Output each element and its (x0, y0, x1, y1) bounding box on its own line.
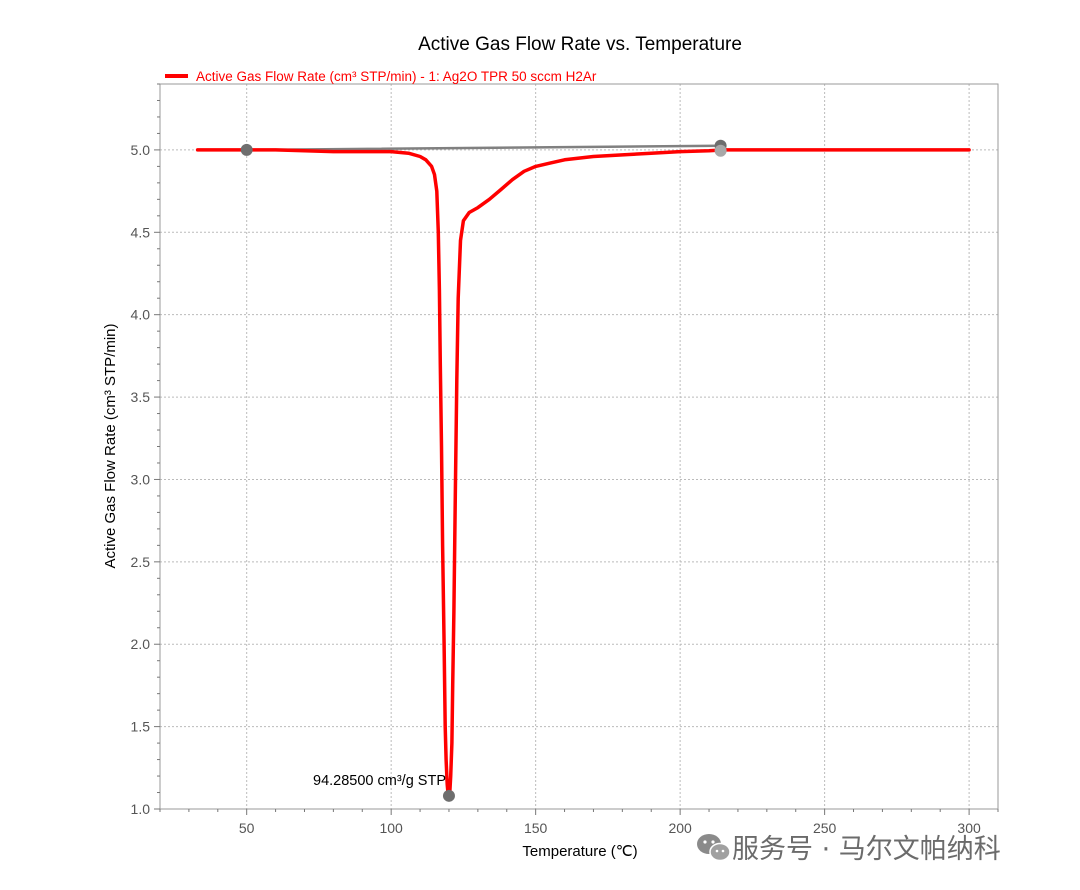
y-tick-label: 4.5 (131, 224, 151, 240)
y-tick-label: 1.5 (131, 719, 151, 735)
y-tick-label: 5.0 (131, 142, 151, 158)
chart-title: Active Gas Flow Rate vs. Temperature (418, 34, 742, 55)
marker-point (714, 144, 727, 157)
y-tick-label: 3.0 (131, 471, 151, 487)
x-tick-label: 50 (239, 820, 255, 836)
y-axis-label: Active Gas Flow Rate (cm³ STP/min) (102, 323, 119, 568)
plot-frame (159, 83, 999, 810)
x-tick-label: 200 (668, 820, 692, 836)
marker-layer (240, 139, 727, 802)
y-tick-label: 4.0 (131, 307, 151, 323)
x-tick-label: 150 (524, 820, 548, 836)
ticks: 50 100 150 200 250 300 1.0 1.5 2.0 2.5 3.0 3.5 4.0 4.… (131, 83, 999, 836)
y-tick-label: 1.0 (131, 801, 151, 817)
marker-point (442, 789, 455, 802)
series-layer (195, 144, 971, 798)
watermark-text: 服务号 · 马尔文帕纳科 (732, 834, 1001, 865)
y-tick-label: 3.5 (131, 389, 151, 405)
marker-point (240, 143, 253, 156)
grid (160, 84, 998, 810)
y-tick-label: 2.0 (131, 636, 151, 652)
x-axis-label: Temperature (℃) (522, 843, 637, 860)
x-tick-label: 300 (957, 820, 981, 836)
x-tick-label: 250 (813, 820, 837, 836)
x-tick-label: 100 (379, 820, 403, 836)
legend: Active Gas Flow Rate (cm³ STP/min) - 1: … (165, 69, 597, 84)
series-line-flow-rate (195, 148, 971, 798)
y-tick-label: 2.5 (131, 554, 151, 570)
wechat-icon (697, 834, 731, 862)
annotation-label: 94.28500 cm³/g STP (313, 773, 446, 789)
series-line-baseline (245, 144, 722, 152)
legend-label: Active Gas Flow Rate (cm³ STP/min) - 1: … (196, 69, 597, 84)
watermark: 服务号 · 马尔文帕纳科 (697, 834, 1001, 865)
